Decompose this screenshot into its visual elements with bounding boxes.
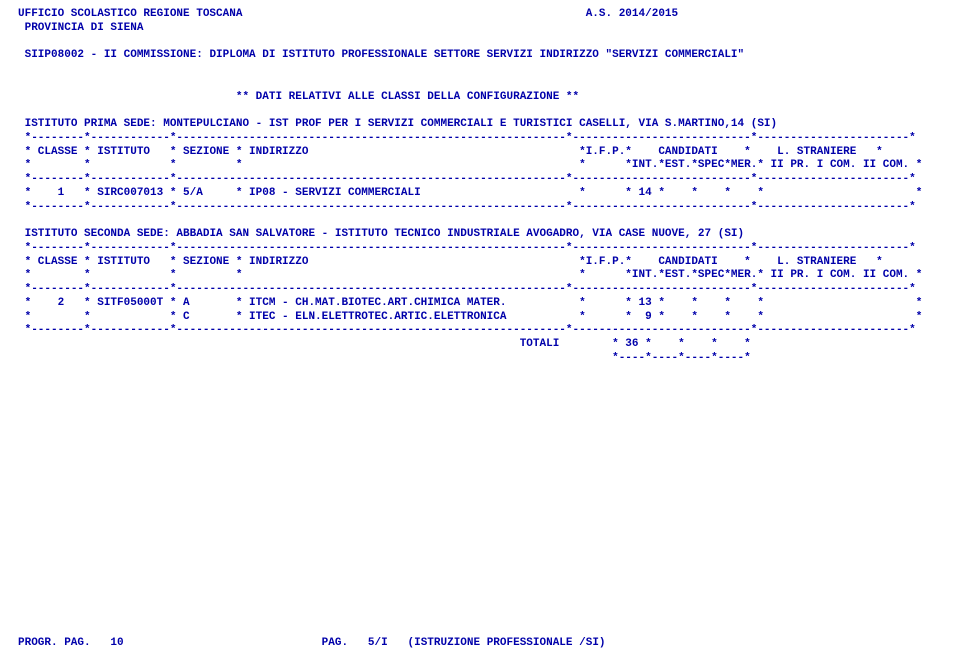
- document-body: UFFICIO SCOLASTICO REGIONE TOSCANA A.S. …: [0, 0, 960, 366]
- sede2-title: ISTITUTO SECONDA SEDE: ABBADIA SAN SALVA…: [25, 228, 745, 240]
- table-header2-line2: * * * * * *INT.*EST.*SPEC*MER.* II PR. I…: [25, 269, 923, 281]
- footer: PROGR. PAG. 10 PAG. 5/I (ISTRUZIONE PROF…: [18, 637, 942, 649]
- sep-3: *--------*------------*-----------------…: [25, 201, 916, 213]
- table-header-line1: * CLASSE * ISTITUTO * SEZIONE * INDIRIZZ…: [25, 146, 883, 158]
- config-title: ** DATI RELATIVI ALLE CLASSI DELLA CONFI…: [236, 91, 579, 103]
- footer-right: PAG. 5/I (ISTRUZIONE PROFESSIONALE /SI): [322, 637, 606, 649]
- sede1-title: ISTITUTO PRIMA SEDE: MONTEPULCIANO - IST…: [25, 118, 778, 130]
- header-line2: PROVINCIA DI SIENA: [25, 22, 144, 34]
- sede1-row1: * 1 * SIRC007013 * 5/A * IP08 - SERVIZI …: [25, 187, 923, 199]
- totals-rule: *----*----*----*----*: [25, 352, 751, 364]
- totals-line: TOTALI * 36 * * * *: [25, 338, 751, 350]
- sede2-row1: * 2 * SITF05000T * A * ITCM - CH.MAT.BIO…: [25, 297, 923, 309]
- sep-6: *--------*------------*-----------------…: [25, 324, 916, 336]
- header-line1-pad: [242, 8, 585, 20]
- sede2-row2: * * * C * ITEC - ELN.ELETTROTEC.ARTIC.EL…: [25, 311, 923, 323]
- header-line1-left: UFFICIO SCOLASTICO REGIONE TOSCANA: [18, 8, 242, 20]
- header-line4: SIIP08002 - II COMMISSIONE: DIPLOMA DI I…: [25, 49, 745, 61]
- sep-5: *--------*------------*-----------------…: [25, 283, 916, 295]
- table-header-line2: * * * * * *INT.*EST.*SPEC*MER.* II PR. I…: [25, 159, 923, 171]
- footer-left: PROGR. PAG. 10: [18, 637, 124, 649]
- sep-1: *--------*------------*-----------------…: [25, 132, 916, 144]
- sep-4: *--------*------------*-----------------…: [25, 242, 916, 254]
- header-line1-right: A.S. 2014/2015: [586, 8, 678, 20]
- table-header2-line1: * CLASSE * ISTITUTO * SEZIONE * INDIRIZZ…: [25, 256, 883, 268]
- sep-2: *--------*------------*-----------------…: [25, 173, 916, 185]
